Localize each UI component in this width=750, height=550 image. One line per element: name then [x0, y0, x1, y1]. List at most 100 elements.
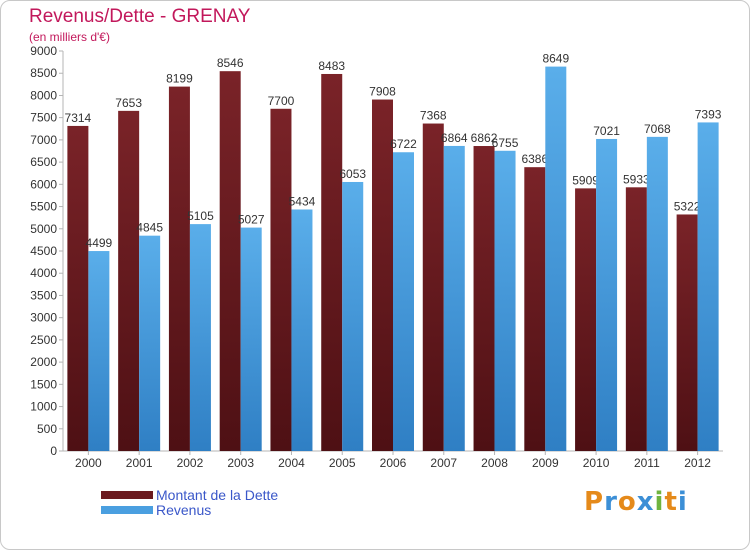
y-tick-label: 8500 [30, 66, 57, 80]
x-tick-label: 2007 [430, 456, 457, 470]
revenus-value-label: 8649 [542, 52, 569, 66]
logo-letter: o [617, 487, 637, 517]
dette-bar [473, 146, 495, 451]
y-tick-label: 7000 [30, 133, 57, 147]
revenus-bar [646, 136, 668, 451]
revenus-value-label: 6864 [441, 131, 468, 145]
dette-bar [625, 187, 647, 452]
dette-value-label: 5933 [623, 172, 650, 186]
y-tick-label: 1000 [30, 400, 57, 414]
revenus-bar [88, 251, 110, 451]
y-tick-label: 6000 [30, 177, 57, 191]
y-tick-label: 7500 [30, 111, 57, 125]
dette-bar [524, 167, 546, 451]
legend-label-dette: Montant de la Dette [156, 487, 279, 503]
revenus-bar [291, 209, 313, 451]
x-tick-label: 2006 [380, 456, 407, 470]
logo-letter: P [584, 487, 605, 517]
logo-letter: t [664, 487, 678, 517]
y-tick-label: 5500 [30, 200, 57, 214]
dette-bar [270, 108, 292, 452]
dette-bar [676, 214, 698, 451]
revenus-bar [697, 122, 719, 451]
logo-letter: r [604, 487, 618, 517]
revenus-value-label: 7068 [644, 122, 671, 136]
x-tick-label: 2010 [583, 456, 610, 470]
y-tick-label: 5000 [30, 222, 57, 236]
revenus-bar [393, 152, 414, 451]
revenus-value-label: 6755 [492, 136, 519, 150]
revenus-value-label: 4845 [136, 221, 163, 235]
dette-bar [67, 125, 89, 451]
logo-letter: i [654, 487, 665, 517]
revenus-bar [189, 224, 211, 451]
legend-label-revenus: Revenus [156, 502, 212, 518]
logo-letter: i [677, 487, 688, 517]
revenus-bar [596, 138, 618, 451]
dette-value-label: 7700 [268, 94, 295, 108]
revenus-bar [240, 227, 262, 451]
y-tick-label: 2000 [30, 355, 57, 369]
dette-value-label: 8546 [217, 56, 244, 70]
dette-value-label: 7653 [115, 96, 142, 110]
x-tick-label: 2002 [177, 456, 204, 470]
chart-subtitle: (en milliers d'€) [29, 30, 110, 44]
revenus-value-label: 6053 [339, 167, 366, 181]
y-tick-label: 0 [50, 444, 57, 458]
x-tick-label: 2004 [278, 456, 305, 470]
x-tick-label: 2003 [227, 456, 254, 470]
y-tick-label: 4000 [30, 266, 57, 280]
dette-bar [118, 110, 140, 451]
revenus-bar [443, 145, 465, 451]
dette-value-label: 8199 [166, 72, 193, 86]
dette-bar [321, 73, 343, 451]
dette-bar [168, 86, 190, 451]
dette-value-label: 7908 [369, 85, 396, 99]
chart-title: Revenus/Dette - GRENAY [29, 6, 251, 27]
dette-value-label: 7314 [65, 111, 92, 125]
dette-swatch-icon [101, 491, 153, 499]
x-tick-label: 2011 [634, 456, 660, 470]
revenus-bar [139, 235, 161, 451]
proxiti-logo: Proxiti [584, 487, 688, 517]
revenus-value-label: 5434 [289, 194, 316, 208]
dette-value-label: 6862 [471, 131, 498, 145]
revenus-value-label: 5105 [187, 209, 214, 223]
y-tick-label: 3500 [30, 288, 57, 302]
revenus-value-label: 7021 [593, 124, 620, 138]
y-tick-label: 3000 [30, 311, 57, 325]
dette-value-label: 5322 [674, 199, 701, 213]
revenus-value-label: 4499 [86, 236, 113, 250]
x-tick-label: 2009 [532, 456, 559, 470]
y-tick-label: 6500 [30, 155, 57, 169]
dette-bar [422, 123, 444, 452]
revenus-value-label: 6722 [390, 137, 417, 151]
y-tick-label: 8000 [30, 88, 57, 102]
x-tick-label: 2012 [684, 456, 711, 470]
y-tick-label: 500 [37, 422, 57, 436]
y-tick-label: 9000 [30, 44, 57, 58]
x-tick-label: 2005 [329, 456, 356, 470]
dette-value-label: 7368 [420, 109, 447, 123]
revenus-swatch-icon [101, 506, 153, 514]
dette-bar [575, 188, 597, 451]
dette-bar [219, 71, 241, 451]
revenus-value-label: 7393 [695, 107, 722, 121]
y-tick-label: 4500 [30, 244, 57, 258]
dette-value-label: 5909 [572, 173, 599, 187]
x-tick-label: 2001 [126, 456, 153, 470]
revenus-bar [342, 181, 364, 451]
y-tick-label: 2500 [30, 333, 57, 347]
revenus-bar [494, 150, 516, 451]
x-tick-label: 2000 [75, 456, 102, 470]
dette-value-label: 6386 [521, 152, 548, 166]
dette-bar [372, 99, 393, 452]
y-tick-label: 1500 [30, 377, 57, 391]
logo-letter: x [636, 487, 655, 517]
x-tick-label: 2008 [481, 456, 508, 470]
revenus-bar [545, 66, 567, 451]
revenus-value-label: 5027 [238, 213, 265, 227]
dette-value-label: 8483 [318, 59, 345, 73]
